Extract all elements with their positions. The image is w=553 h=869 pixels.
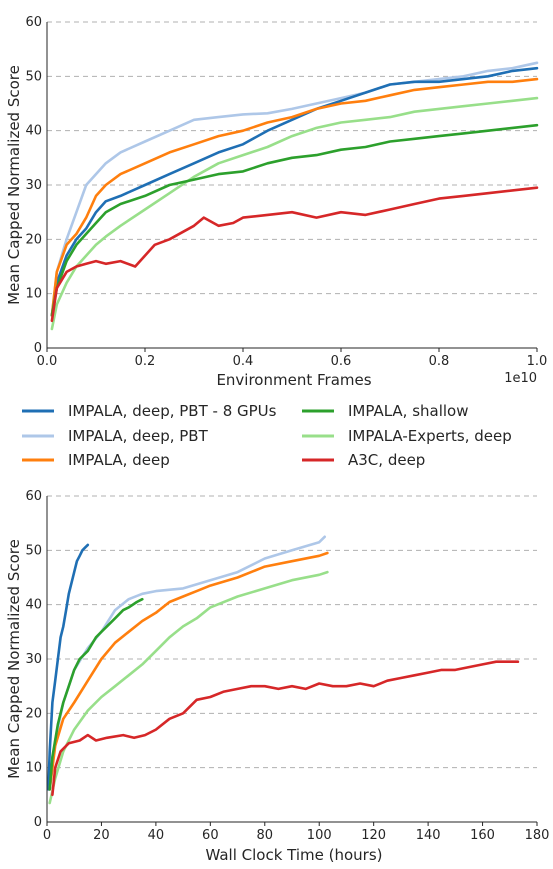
series-line-wallclock-a3c-deep [51,660,520,797]
series-line-frames-a3c-deep [50,186,539,323]
x-tick-label-wallclock-160: 160 [470,828,495,843]
series-line-wallclock-impala-deep [48,551,329,791]
y-tick-label-wallclock-10: 10 [25,761,42,776]
x-tick-label-wallclock-100: 100 [307,828,332,843]
y-axis-label-wallclock: Mean Capped Normalized Score [5,539,23,779]
x-tick-label-wallclock-20: 20 [93,828,110,843]
x-axis-offset-label: 1e10 [504,371,537,386]
y-tick-label-frames-10: 10 [25,287,42,302]
y-tick-label-frames-60: 60 [25,15,42,30]
y-tick-label-wallclock-40: 40 [25,598,42,613]
legend-label-impala-deep-pbt: IMPALA, deep, PBT [68,427,209,445]
y-tick-label-frames-30: 30 [25,178,42,193]
legend-label-impala-deep-pbt-8-gpus: IMPALA, deep, PBT - 8 GPUs [68,402,277,420]
x-tick-label-wallclock-0: 0 [43,828,51,843]
series-line-frames-impala-experts-deep [50,96,539,331]
series-line-wallclock-impala-experts-deep [48,570,329,805]
x-tick-label-frames-0.8: 0.8 [429,354,450,369]
x-tick-label-frames-0.6: 0.6 [331,354,352,369]
series-line-frames-impala-shallow [50,123,539,317]
y-tick-label-frames-50: 50 [25,69,42,84]
x-tick-label-frames-0.0: 0.0 [37,354,58,369]
x-axis-label-frames: Environment Frames [216,371,371,389]
series-line-frames-impala-deep [50,77,539,317]
y-tick-label-frames-40: 40 [25,124,42,139]
x-tick-label-wallclock-140: 140 [416,828,441,843]
legend: IMPALA, deep, PBT - 8 GPUs IMPALA, deep, … [22,402,512,469]
series-line-frames-impala-deep-pbt [50,61,539,317]
y-tick-labels-frames: 0 10 20 30 40 50 60 [25,15,42,356]
x-tick-label-wallclock-180: 180 [525,828,550,843]
x-tick-label-wallclock-40: 40 [148,828,165,843]
x-tick-label-wallclock-80: 80 [257,828,274,843]
y-tick-label-wallclock-0: 0 [34,815,42,830]
y-tick-label-wallclock-60: 60 [25,489,42,504]
x-axis-label-wallclock: Wall Clock Time (hours) [205,846,382,864]
x-tick-label-wallclock-60: 60 [202,828,219,843]
y-tick-label-frames-20: 20 [25,232,42,247]
series-lines-wallclock [47,535,520,805]
y-tick-label-frames-0: 0 [34,341,42,356]
x-tick-label-frames-0.2: 0.2 [135,354,156,369]
chart-frames: 0 10 20 30 40 50 60 0.0 0.2 0.4 0.6 0.8 1.0 Environ… [5,15,547,389]
series-line-wallclock-impala-shallow [48,597,144,791]
grid-lines-wallclock [47,495,537,769]
legend-label-impala-experts-deep: IMPALA-Experts, deep [348,427,512,445]
series-line-wallclock-impala-deep-pbt-8-gpus [47,543,90,791]
legend-label-impala-shallow: IMPALA, shallow [348,402,469,420]
y-tick-label-wallclock-20: 20 [25,706,42,721]
y-tick-label-wallclock-50: 50 [25,543,42,558]
series-line-wallclock-impala-deep-pbt [48,535,326,791]
legend-label-a3c-deep: A3C, deep [348,451,425,469]
series-line-frames-impala-deep-pbt-8-gpus [50,66,539,317]
y-tick-labels-wallclock: 0 10 20 30 40 50 60 [25,489,42,830]
series-lines-frames [50,61,539,331]
legend-label-impala-deep: IMPALA, deep [68,451,170,469]
chart-wallclock: 0 10 20 30 40 50 60 0 20 40 60 80 100 120 140 160 180 W… [5,489,549,864]
x-tick-labels-wallclock: 0 20 40 60 80 100 120 140 160 180 [43,822,550,843]
x-tick-label-frames-0.4: 0.4 [233,354,254,369]
x-tick-label-frames-1.0: 1.0 [527,354,548,369]
x-tick-label-wallclock-120: 120 [361,828,386,843]
x-tick-labels-frames: 0.0 0.2 0.4 0.6 0.8 1.0 [37,348,548,369]
y-tick-label-wallclock-30: 30 [25,652,42,667]
grid-lines-frames [47,21,537,295]
y-axis-label-frames: Mean Capped Normalized Score [5,65,23,305]
